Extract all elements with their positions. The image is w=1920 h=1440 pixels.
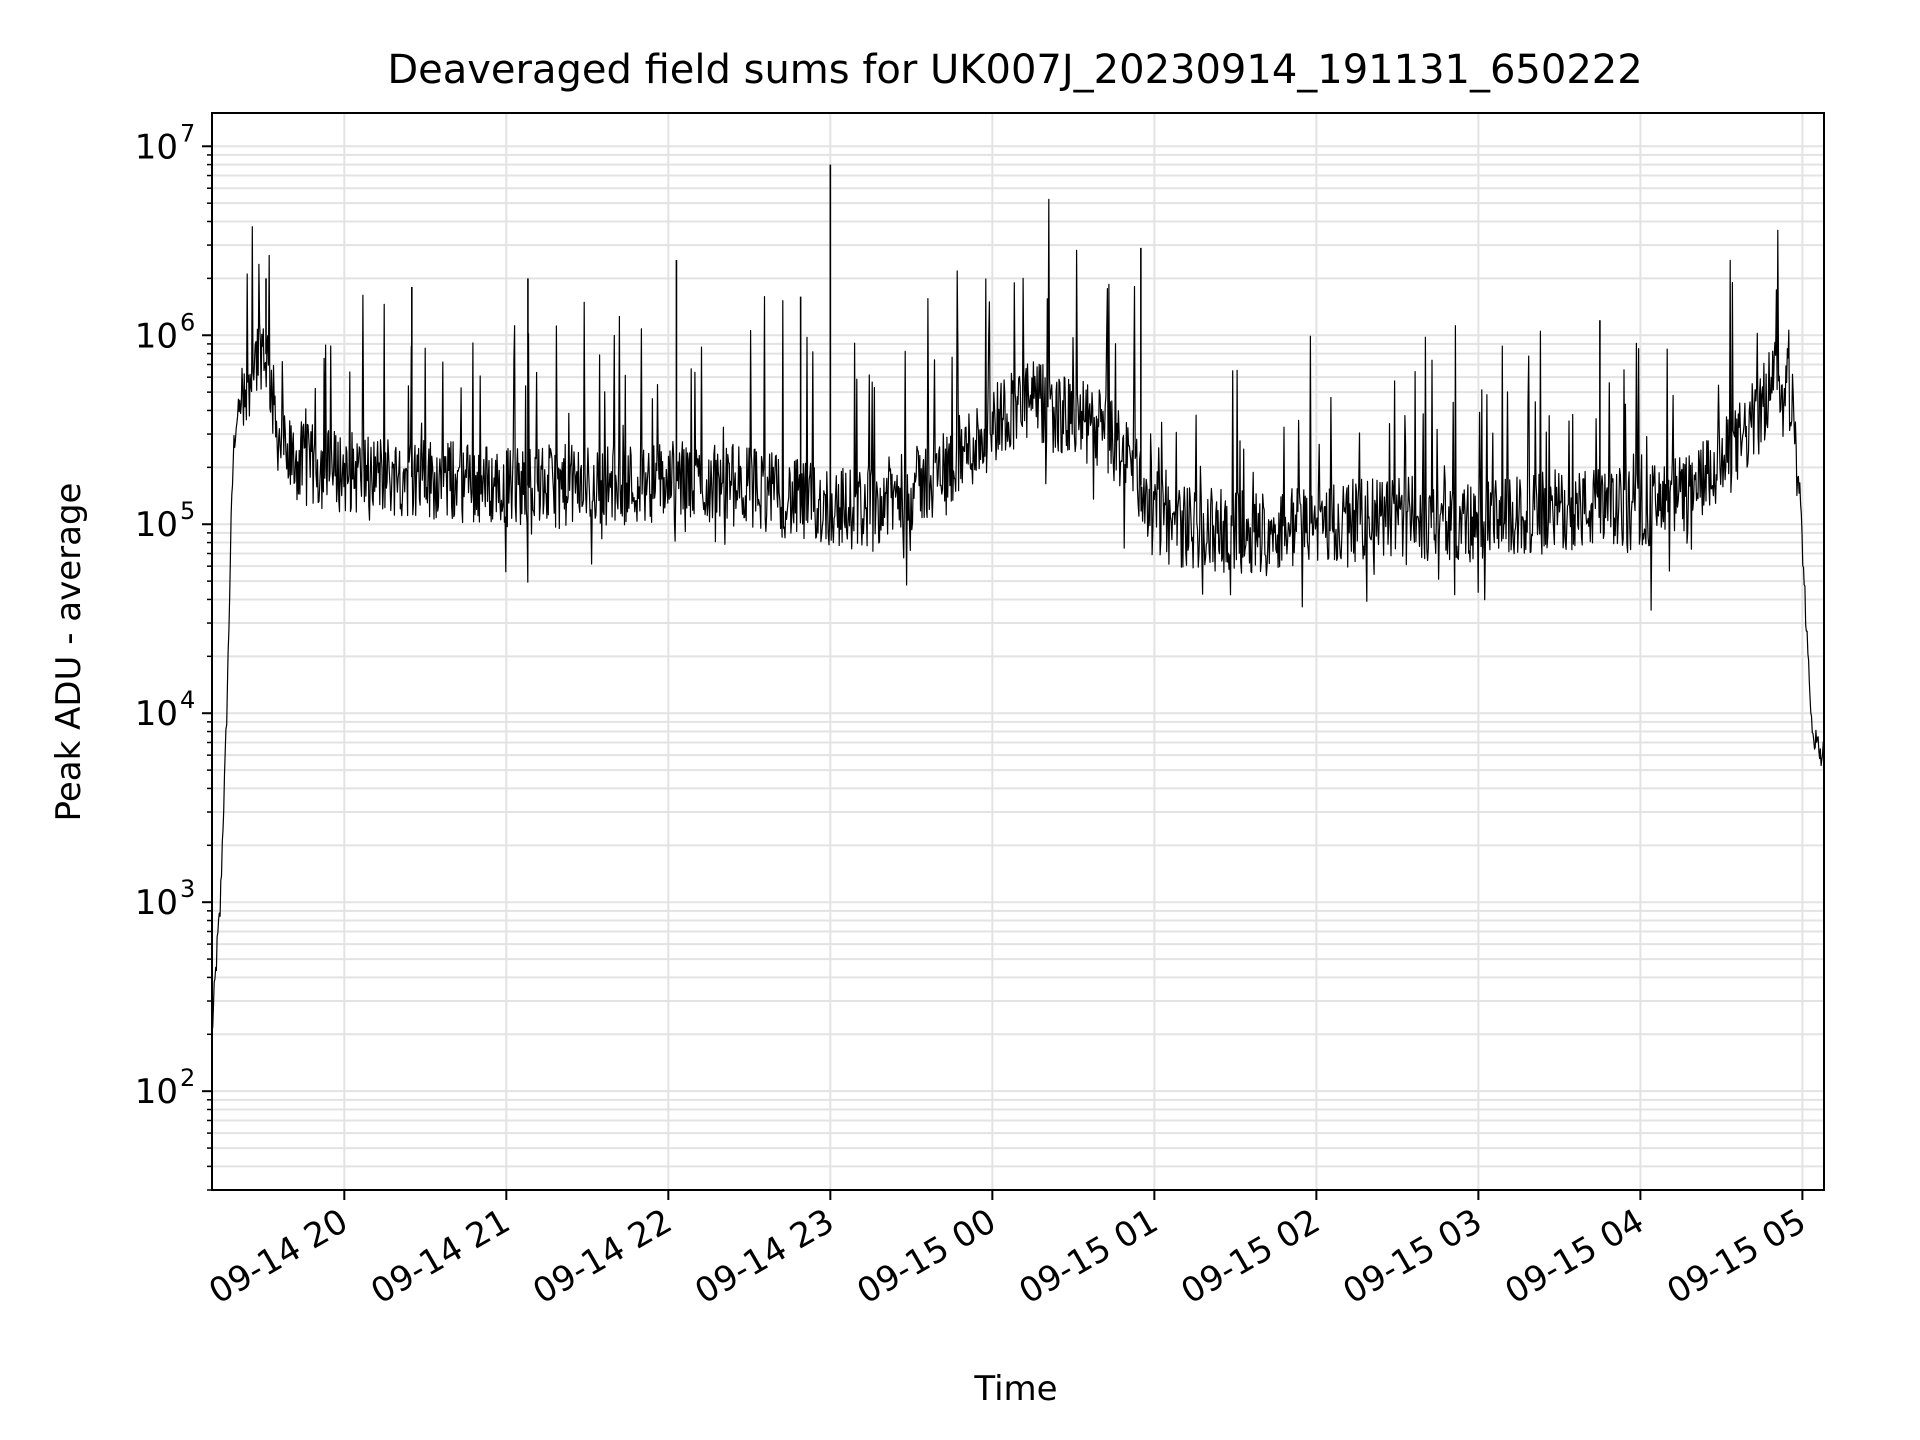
y-tick-label: 10 — [135, 883, 178, 923]
y-tick-exponent: 5 — [180, 497, 195, 525]
chart-title: Deaveraged field sums for UK007J_2023091… — [387, 47, 1642, 93]
y-tick-label: 10 — [135, 316, 178, 356]
y-tick-exponent: 2 — [180, 1064, 195, 1092]
y-tick-exponent: 7 — [180, 119, 195, 147]
series-line — [211, 198, 1825, 1030]
y-tick-label: 10 — [135, 694, 178, 734]
y-tick-label: 10 — [135, 127, 178, 167]
plot-frame — [211, 112, 1825, 1191]
y-tick-exponent: 4 — [180, 686, 195, 714]
y-tick-label: 10 — [135, 505, 178, 545]
y-tick-label: 10 — [135, 1072, 178, 1112]
y-axis-label: Peak ADU - average — [49, 483, 89, 822]
x-axis-label: Time — [973, 1369, 1057, 1409]
grid-lines — [212, 113, 1824, 1191]
y-tick-exponent: 3 — [180, 875, 195, 903]
series-layer — [211, 164, 1825, 1030]
y-tick-exponent: 6 — [180, 308, 195, 336]
